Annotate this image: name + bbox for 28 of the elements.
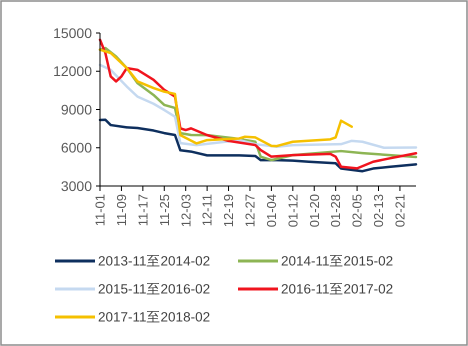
y-tick-label: 12000	[53, 63, 92, 80]
line-series	[98, 48, 353, 148]
x-tick-label: 01-12	[285, 194, 300, 228]
x-tick-label: 02-05	[350, 194, 365, 228]
x-tick-label: 11-17	[135, 194, 150, 226]
x-tick-label: 11-01	[92, 194, 108, 226]
x-tick-label: 12-19	[221, 194, 236, 228]
x-tick-label: 01-04	[264, 194, 279, 228]
line-series	[98, 64, 418, 149]
x-tick-label: 02-13	[371, 194, 386, 228]
x-tick-label: 12-27	[242, 194, 258, 228]
legend-label: 2014-11至2015-02	[281, 254, 394, 269]
y-tick-label: 3000	[60, 178, 92, 194]
y-tick-label: 6000	[60, 140, 92, 156]
x-tick-label: 12-11	[200, 194, 215, 226]
x-tick-label: 11-09	[114, 194, 129, 226]
x-tick-label: 11-25	[156, 194, 172, 226]
line-series	[98, 118, 418, 172]
x-tick-label: 02-21	[392, 194, 408, 228]
y-tick-label: 15000	[53, 24, 92, 41]
y-tick-label: 9000	[60, 101, 92, 118]
legend-label: 2013-11至2014-02	[98, 254, 210, 269]
x-tick-label: 01-28	[328, 194, 344, 228]
legend-label: 2017-11至2018-02	[98, 310, 210, 325]
legend-label: 2015-11至2016-02	[98, 282, 210, 297]
x-tick-label: 12-03	[178, 194, 194, 228]
x-tick-label: 01-20	[306, 194, 322, 228]
legend-label: 2016-11至2017-02	[281, 282, 394, 297]
